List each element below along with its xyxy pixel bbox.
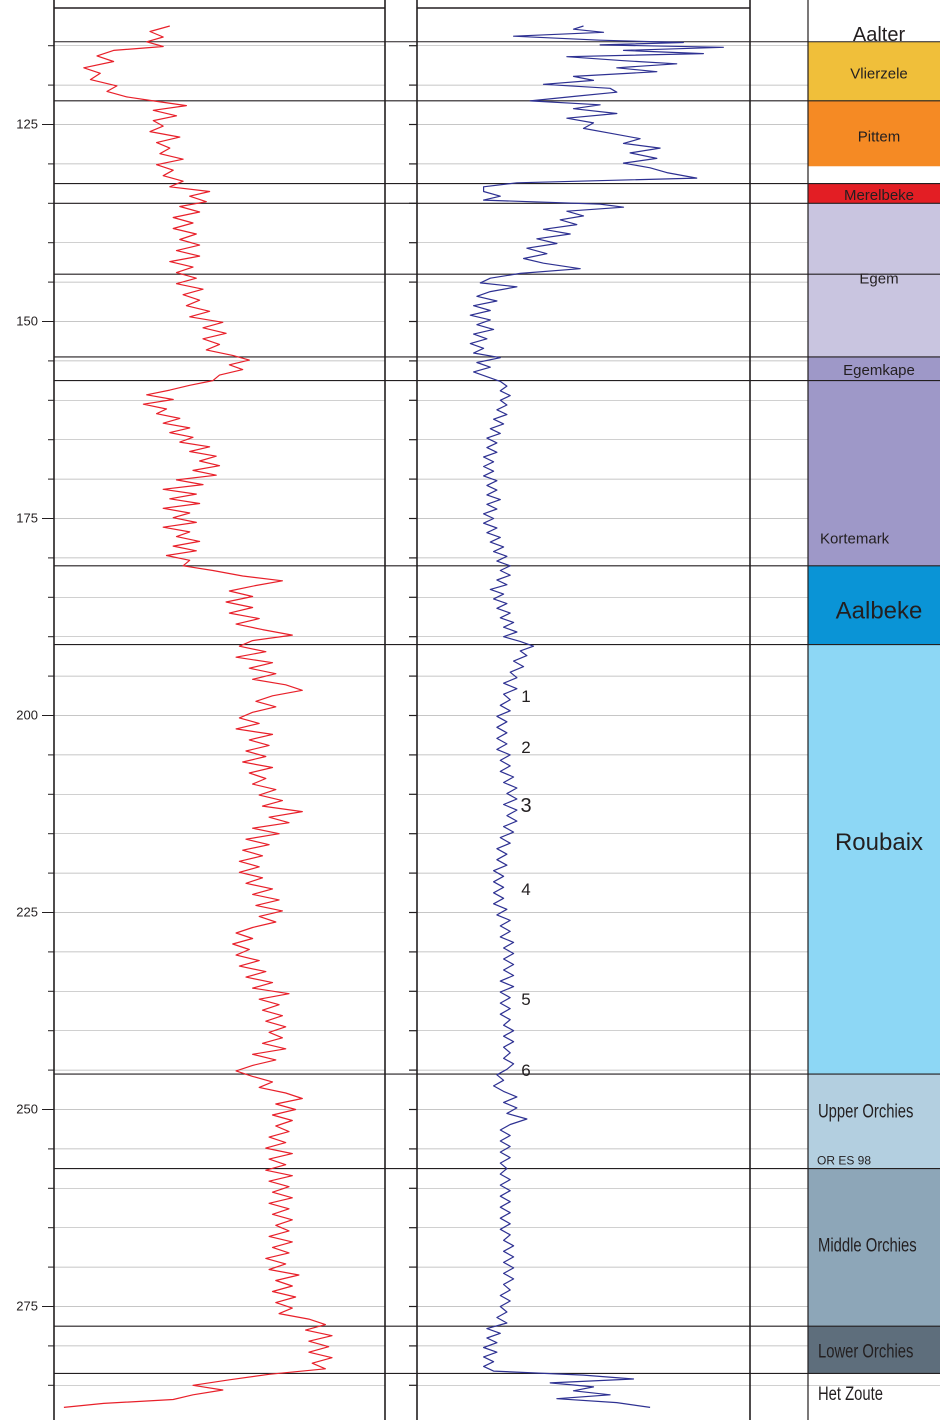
formation-band <box>808 1326 940 1374</box>
formation-label: Vlierzele <box>850 66 908 83</box>
y-tick-label: 275 <box>16 1299 38 1314</box>
axis-ticks: 125 150 175 200 225 250 275 <box>16 45 417 1386</box>
formation-label: Middle Orchies <box>818 1235 917 1256</box>
log-curves <box>63 25 725 1408</box>
formation-band <box>808 183 940 204</box>
y-tick-label: 175 <box>16 511 38 526</box>
formation-band <box>808 100 940 167</box>
formation-band <box>808 644 940 1075</box>
formation-label: Kortemark <box>820 530 890 547</box>
formation-band <box>808 203 940 357</box>
marker-label: 3 <box>520 795 531 817</box>
formation-band <box>808 41 940 101</box>
formation-bands <box>808 41 940 1374</box>
track-frames <box>53 0 809 1420</box>
formation-label: Het Zoute <box>818 1383 883 1404</box>
marker-label: 4 <box>521 880 530 899</box>
formation-band <box>808 565 940 645</box>
formation-label: Roubaix <box>835 829 923 856</box>
formation-label: Egem <box>859 270 898 287</box>
right-log-curve <box>469 25 725 1408</box>
marker-labels: 1 2 3 4 5 6 <box>520 687 531 1080</box>
y-tick-label: 125 <box>16 117 38 132</box>
y-tick-label: 225 <box>16 905 38 920</box>
formation-label: Upper Orchies <box>818 1101 913 1122</box>
y-tick-label: 200 <box>16 708 38 723</box>
formation-label: Pittem <box>858 129 901 146</box>
marker-label: 2 <box>521 738 530 757</box>
formation-band <box>808 380 940 566</box>
marker-label: 6 <box>521 1061 530 1080</box>
formation-label: Egemkape <box>843 362 915 379</box>
formation-band <box>808 356 940 381</box>
formation-labels: Aalter Vlierzele Pittem Merelbeke Egem Egemka… <box>817 24 923 1404</box>
formation-band <box>808 1168 940 1327</box>
formation-label: Lower Orchies <box>818 1341 913 1362</box>
marker-label: 5 <box>521 990 530 1009</box>
formation-label: Aalbeke <box>836 597 923 624</box>
y-tick-label: 150 <box>16 314 38 329</box>
marker-label: 1 <box>521 687 530 706</box>
formation-sublabel: OR ES 98 <box>817 1154 871 1168</box>
formation-label: Merelbeke <box>844 187 914 204</box>
formation-band <box>808 1074 940 1169</box>
left-log-curve <box>63 25 333 1408</box>
y-tick-label: 250 <box>16 1102 38 1117</box>
minor-grid <box>54 45 940 1386</box>
formation-label: Aalter <box>853 24 906 46</box>
